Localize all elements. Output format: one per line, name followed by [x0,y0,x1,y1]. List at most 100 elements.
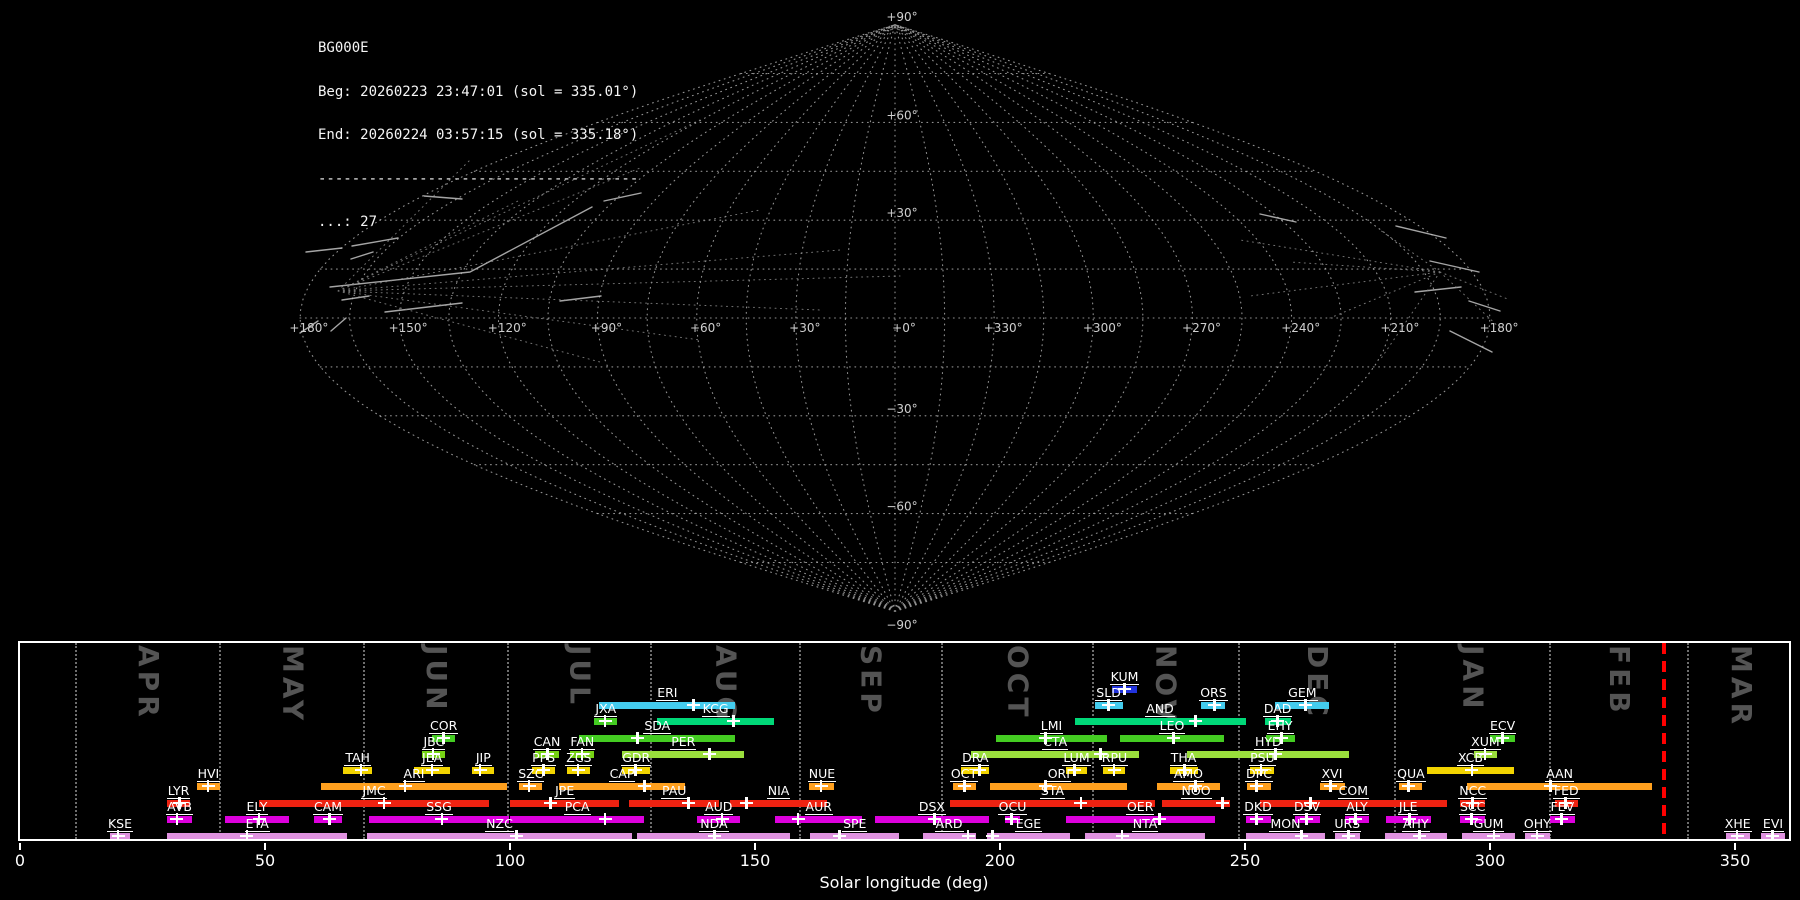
shower-label: NUE [777,766,867,782]
x-tick-label: 350 [1719,851,1751,870]
shower-peak-marker [1555,813,1569,826]
shower-peak-marker [426,748,440,761]
begin-time-line: Beg: 20260223 23:47:01 (sol = 335.01°) [318,83,639,100]
shower-label: STA [1007,783,1097,799]
shower-peak-marker [1496,732,1510,745]
shower-peak-marker [927,813,941,826]
shower-label: OCT [919,766,1009,782]
shower-code: ORI [1046,766,1071,782]
shower-peak-marker [1465,764,1479,777]
shower-label: QUA [1366,766,1456,782]
month-boundary-line [1394,643,1396,839]
shower-peak-marker [1412,830,1426,839]
shower-peak-marker [1323,780,1337,793]
shower-peak-marker [598,813,612,826]
shower-label: SCC [1428,799,1518,815]
map-longitude-label: +180° [1480,321,1519,335]
shower-code: QUA [1396,766,1426,782]
shower-peak-marker [630,732,644,745]
map-longitude-label: +150° [389,321,428,335]
month-label: SEP [854,645,888,717]
shower-peak-marker [377,797,391,810]
shower-bar-ORI [990,782,1128,790]
shower-code: NUE [807,766,837,782]
shower-bar-JPE [510,799,620,807]
shower-peak-marker [436,732,450,745]
shower-label: NCC [1428,783,1518,799]
month-label: OCT [1001,645,1035,721]
map-longitude-label: +240° [1281,321,1320,335]
x-tick-label: 50 [254,851,276,870]
map-latitude-label: −30° [886,402,917,416]
shower-bar-AUR [775,815,863,823]
shower-code: NDA [699,816,729,832]
shower-label: AMO [1143,766,1233,782]
shower-peak-marker [1402,780,1416,793]
shower-code: JPE [554,783,576,799]
shower-label: GDR [591,750,681,766]
shower-peak-marker [1093,748,1107,761]
shower-label: CAN [502,734,592,750]
month-boundary-line [74,643,77,839]
month-label: JUN [420,645,454,714]
shower-peak-marker [571,764,585,777]
meteor-trails [299,192,1501,353]
month-boundary-line [1548,643,1551,839]
shower-code: JIP [474,750,492,766]
shower-peak-marker [1074,797,1088,810]
shower-label: PSU [1217,750,1307,766]
shower-code: AUR [804,799,833,815]
shower-bar-NIA [730,799,828,807]
shower-code: XCB [1456,750,1484,766]
shower-code: JBC [422,734,446,750]
shower-code: AMO [1172,766,1205,782]
x-tick-mark [1489,843,1491,850]
shower-code: SLD [1095,685,1122,701]
shower-code: NIA [766,783,791,799]
x-tick-label: 150 [739,851,771,870]
shower-peak-marker [240,830,254,839]
shower-peak-marker [1177,764,1191,777]
shower-peak-marker [536,764,550,777]
shower-label: AUR [774,799,864,815]
shower-label: JXA [561,701,651,717]
shower-peak-marker [1004,813,1018,826]
shower-label: LYR [134,783,224,799]
shower-bar-PCA [510,815,645,823]
shower-code: HYD [1253,734,1283,750]
shower-peak-marker [986,830,1000,839]
shower-code: ETA [244,816,270,832]
shower-peak-marker [1487,830,1501,839]
shower-code: LEO [1158,718,1186,734]
shower-bar-NTA [1085,832,1205,839]
month-boundary-line [506,643,509,839]
shower-code: NZC [485,816,514,832]
shower-label: CTA [1010,734,1100,750]
shower-code: CAP [608,766,636,782]
x-tick-mark [1244,843,1246,850]
shower-label: COR [399,718,489,734]
shower-label: LEO [1127,718,1217,734]
shower-label: GEM [1257,685,1347,701]
shower-code: DRA [961,750,990,766]
map-meridians-grid [299,24,1491,612]
shower-label: RPU [1069,750,1159,766]
shower-label: THA [1139,750,1229,766]
shower-peak-marker [201,780,215,793]
shower-code: MON [1269,816,1302,832]
shower-label: CAM [283,799,373,815]
shower-bar-PAU [629,799,720,807]
map-longitude-label: +90° [591,321,622,335]
sky-map-panel: +180° +150° +120° +90° +60° +30° +0° +330° +300°… [289,10,1519,632]
x-tick-label: 0 [14,851,26,870]
separator-line: -------------------------------------- [318,170,639,187]
shower-code: ERI [656,685,679,701]
shower-code: ARD [934,816,964,832]
shower-peak-marker [1304,797,1318,810]
shower-code: PAU [660,783,688,799]
shower-peak-marker [1530,830,1544,839]
shower-label: GUM [1444,816,1534,832]
shower-label: COM [1308,783,1398,799]
current-sol-marker [1661,643,1666,839]
shower-bar-ETA [167,832,348,839]
